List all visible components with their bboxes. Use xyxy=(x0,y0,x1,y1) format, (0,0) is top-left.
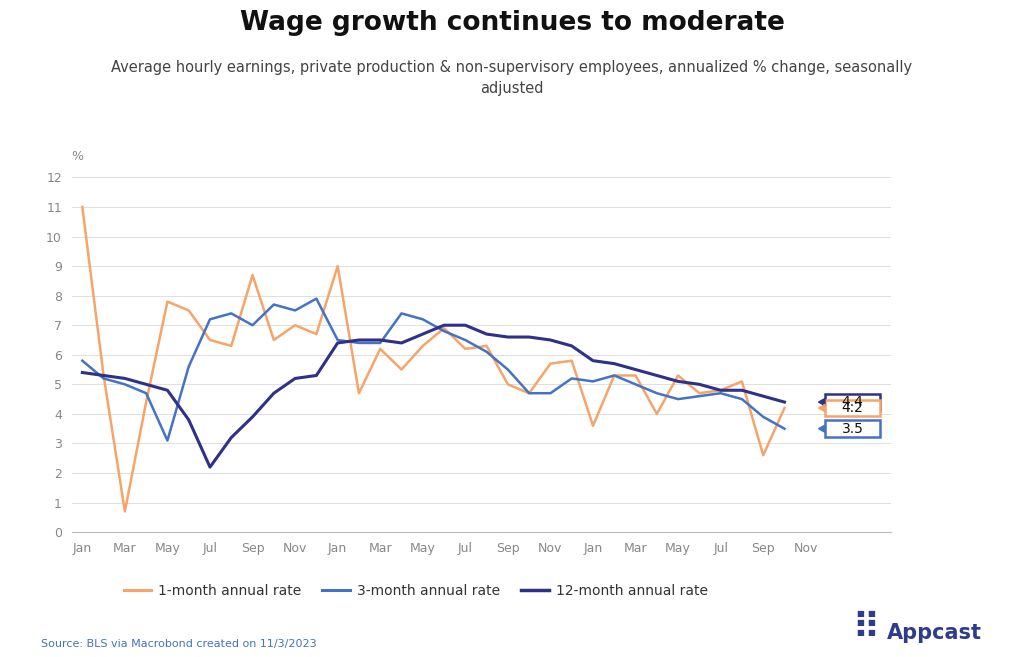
Polygon shape xyxy=(818,425,825,432)
FancyBboxPatch shape xyxy=(825,394,881,411)
Text: Source: BLS via Macrobond created on 11/3/2023: Source: BLS via Macrobond created on 11/… xyxy=(41,639,316,649)
Text: ■: ■ xyxy=(856,628,864,637)
Text: ■: ■ xyxy=(856,618,864,627)
Polygon shape xyxy=(818,399,825,405)
Text: Average hourly earnings, private production & non-supervisory employees, annuali: Average hourly earnings, private product… xyxy=(112,60,912,97)
Text: 4.4: 4.4 xyxy=(842,395,863,409)
Text: ■: ■ xyxy=(856,608,864,618)
Text: ■: ■ xyxy=(867,608,876,618)
Text: 3.5: 3.5 xyxy=(842,422,863,436)
FancyBboxPatch shape xyxy=(825,420,881,437)
Text: ■: ■ xyxy=(867,628,876,637)
FancyBboxPatch shape xyxy=(825,399,881,417)
Text: 4.2: 4.2 xyxy=(842,401,863,415)
Legend: 1-month annual rate, 3-month annual rate, 12-month annual rate: 1-month annual rate, 3-month annual rate… xyxy=(118,578,714,603)
Text: %: % xyxy=(72,150,84,163)
Polygon shape xyxy=(818,405,825,411)
Text: ■: ■ xyxy=(867,618,876,627)
Text: Appcast: Appcast xyxy=(887,623,982,643)
Text: Wage growth continues to moderate: Wage growth continues to moderate xyxy=(240,10,784,36)
